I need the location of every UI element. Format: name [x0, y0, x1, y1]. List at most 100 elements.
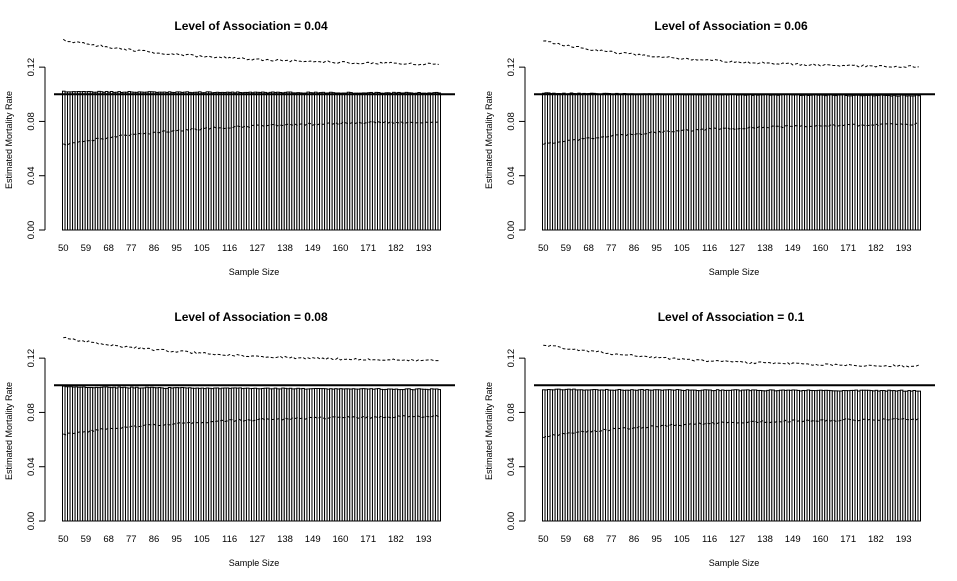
y-axis-label: Estimated Mortality Rate [4, 91, 14, 189]
x-axis: 50 59 68 77 86 95 105 116 127 138 149 160 171 182 193 [538, 243, 912, 254]
y-tick-label: 0.12 [26, 349, 37, 368]
x-tick-label: 95 [651, 243, 662, 254]
x-tick-label: 149 [785, 534, 801, 545]
x-tick-label: 50 [58, 243, 69, 254]
x-axis: 50 59 68 77 86 95 105 116 127 138 149 160 171 182 193 [58, 534, 432, 545]
x-tick-label: 193 [896, 243, 912, 254]
x-tick-label: 77 [126, 243, 137, 254]
x-tick-label: 86 [149, 534, 160, 545]
y-axis-label: Estimated Mortality Rate [484, 91, 494, 189]
bar [437, 389, 442, 522]
y-tick-label: 0.00 [506, 512, 517, 531]
x-tick-label: 116 [702, 534, 717, 545]
x-tick-label: 171 [360, 534, 376, 545]
x-tick-label: 86 [629, 534, 640, 545]
chart-panel-2: Level of Association = 0.060.000.040.080… [484, 19, 935, 277]
chart-title: Level of Association = 0.08 [174, 310, 328, 324]
x-tick-label: 77 [606, 534, 617, 545]
y-tick-label: 0.00 [26, 221, 37, 240]
y-tick-label: 0.12 [506, 58, 517, 77]
x-tick-label: 59 [81, 243, 92, 254]
x-tick-label: 77 [126, 534, 137, 545]
x-tick-label: 160 [813, 534, 829, 545]
x-tick-label: 182 [868, 534, 884, 545]
y-tick-label: 0.00 [26, 512, 37, 531]
x-tick-label: 127 [249, 243, 265, 254]
x-tick-label: 171 [840, 243, 856, 254]
x-tick-label: 127 [249, 534, 265, 545]
x-tick-label: 116 [702, 243, 717, 254]
bar [917, 390, 922, 522]
y-axis: 0.00 0.04 0.08 0.12 [506, 58, 526, 240]
x-axis-label: Sample Size [709, 267, 760, 277]
x-tick-label: 116 [222, 534, 237, 545]
x-tick-label: 50 [538, 243, 549, 254]
x-axis-label: Sample Size [709, 558, 760, 568]
x-tick-label: 171 [840, 534, 856, 545]
x-tick-label: 50 [58, 534, 69, 545]
x-tick-label: 182 [868, 243, 884, 254]
bar-series [62, 385, 442, 522]
x-tick-label: 68 [583, 243, 594, 254]
chart-panel-1: Level of Association = 0.04 0.000.040.080… [4, 19, 455, 277]
x-tick-label: 77 [606, 243, 617, 254]
x-axis: 50 59 68 77 86 95 105 116 127 138 149 160 171 182 193 [538, 534, 912, 545]
x-tick-label: 193 [416, 534, 432, 545]
x-tick-label: 59 [81, 534, 92, 545]
bar [917, 95, 922, 231]
y-tick-label: 0.08 [506, 112, 517, 131]
x-tick-label: 138 [277, 243, 293, 254]
x-tick-label: 138 [277, 534, 293, 545]
y-axis-label: Estimated Mortality Rate [484, 382, 494, 480]
x-axis-label: Sample Size [229, 267, 280, 277]
bar-series [62, 90, 442, 231]
x-tick-label: 95 [171, 243, 182, 254]
chart-title: Level of Association = 0.04 [174, 19, 328, 33]
x-tick-label: 116 [222, 243, 237, 254]
chart-panel-3: Level of Association = 0.080.000.040.080… [4, 310, 455, 568]
y-tick-label: 0.00 [506, 221, 517, 240]
lower-interval-line [543, 417, 919, 439]
x-tick-label: 171 [360, 243, 376, 254]
bar [437, 92, 442, 231]
y-tick-label: 0.04 [26, 457, 37, 476]
lower-interval-line [63, 414, 440, 436]
y-tick-label: 0.04 [506, 457, 517, 476]
x-tick-label: 105 [194, 534, 210, 545]
x-tick-label: 68 [103, 534, 114, 545]
x-tick-label: 160 [813, 243, 829, 254]
x-tick-label: 95 [651, 534, 662, 545]
x-tick-label: 182 [388, 243, 404, 254]
y-axis: 0.00 0.04 0.08 0.12 [26, 349, 46, 531]
x-tick-label: 59 [561, 534, 572, 545]
chart-title: Level of Association = 0.1 [658, 310, 805, 324]
x-tick-label: 86 [149, 243, 160, 254]
bar-series [542, 92, 922, 231]
y-axis-label: Estimated Mortality Rate [4, 382, 14, 480]
upper-interval-line [62, 38, 439, 66]
x-tick-label: 50 [538, 534, 549, 545]
x-tick-label: 95 [171, 534, 182, 545]
y-tick-label: 0.12 [26, 58, 37, 77]
x-tick-label: 59 [561, 243, 572, 254]
y-tick-label: 0.08 [506, 403, 517, 422]
y-tick-label: 0.04 [506, 166, 517, 185]
x-tick-label: 138 [757, 534, 773, 545]
x-tick-label: 193 [416, 243, 432, 254]
x-tick-label: 160 [333, 534, 349, 545]
lower-interval-line [63, 120, 439, 146]
y-tick-label: 0.08 [26, 403, 37, 422]
x-tick-label: 105 [674, 534, 690, 545]
x-tick-label: 149 [305, 534, 321, 545]
x-tick-label: 68 [583, 534, 594, 545]
x-axis-label: Sample Size [229, 558, 280, 568]
y-tick-label: 0.12 [506, 349, 517, 368]
chart-panel-4: Level of Association = 0.1 0.00 0.04 0.08 0.… [484, 310, 935, 568]
x-tick-label: 138 [757, 243, 773, 254]
y-axis: 0.00 0.04 0.08 0.12 [26, 58, 46, 240]
x-tick-label: 182 [388, 534, 404, 545]
x-tick-label: 105 [194, 243, 210, 254]
x-tick-label: 86 [629, 243, 640, 254]
x-tick-label: 105 [674, 243, 690, 254]
